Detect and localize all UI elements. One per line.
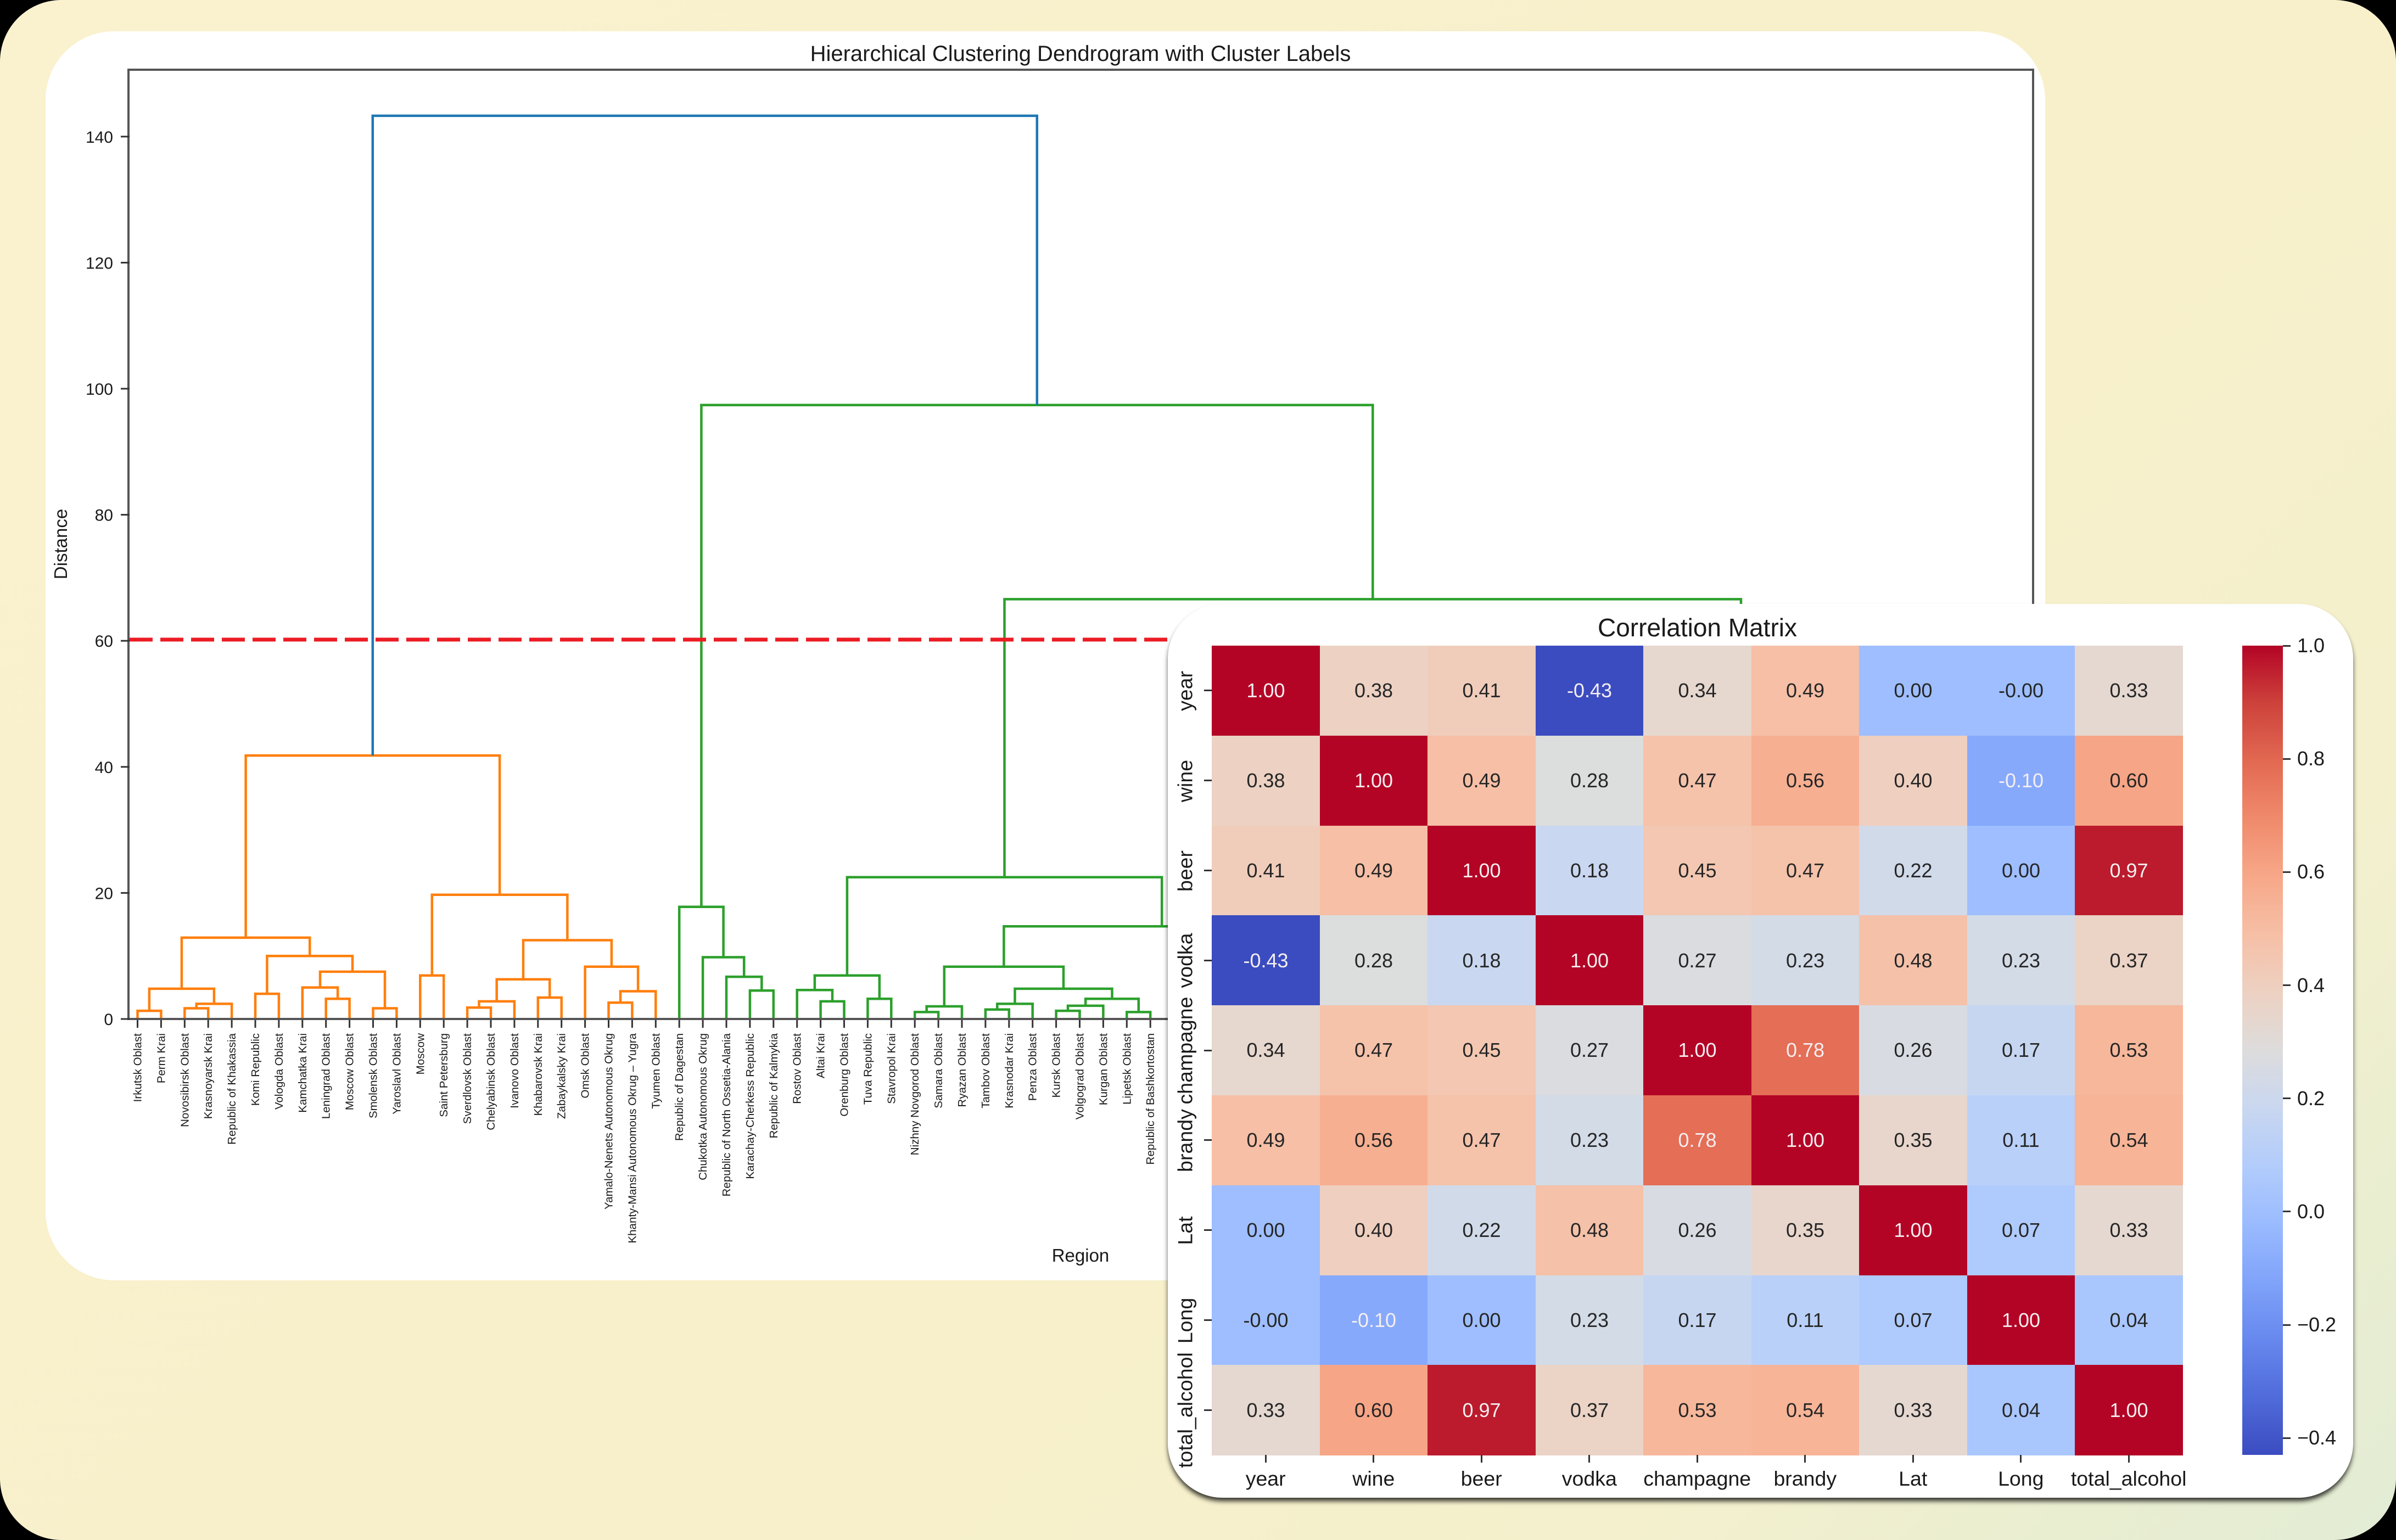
svg-text:Rostov Oblast: Rostov Oblast <box>791 1033 804 1104</box>
svg-text:Tuva Republic: Tuva Republic <box>861 1033 874 1105</box>
svg-text:Smolensk Oblast: Smolensk Oblast <box>367 1033 380 1118</box>
svg-text:Novosibirsk Oblast: Novosibirsk Oblast <box>178 1033 191 1127</box>
svg-text:Moscow Oblast: Moscow Oblast <box>344 1033 356 1110</box>
svg-text:Khanty-Mansi Autonomous Okrug: Khanty-Mansi Autonomous Okrug – Yugra <box>626 1033 639 1243</box>
svg-text:40: 40 <box>95 759 113 777</box>
svg-text:Republic of Bashkortostan: Republic of Bashkortostan <box>1144 1033 1157 1164</box>
svg-text:Vologda Oblast: Vologda Oblast <box>273 1033 285 1110</box>
svg-text:Tyumen Oblast: Tyumen Oblast <box>650 1033 662 1109</box>
svg-text:Republic of Khakassia: Republic of Khakassia <box>226 1033 238 1144</box>
svg-text:Hierarchical Clustering Dendro: Hierarchical Clustering Dendrogram with … <box>810 42 1351 66</box>
svg-text:Stavropol Krai: Stavropol Krai <box>885 1033 898 1104</box>
svg-text:Samara Oblast: Samara Oblast <box>932 1033 945 1108</box>
svg-text:0: 0 <box>104 1011 113 1029</box>
svg-text:Krasnodar Krai: Krasnodar Krai <box>1003 1033 1016 1108</box>
svg-text:80: 80 <box>95 507 113 525</box>
svg-text:Ivanovo Oblast: Ivanovo Oblast <box>508 1033 521 1108</box>
svg-text:Komi Republic: Komi Republic <box>249 1033 262 1106</box>
svg-text:Altai Krai: Altai Krai <box>815 1033 827 1078</box>
svg-text:Tambov Oblast: Tambov Oblast <box>979 1033 992 1108</box>
svg-text:Moscow: Moscow <box>414 1033 427 1074</box>
svg-text:Kamchatka Krai: Kamchatka Krai <box>296 1033 309 1113</box>
svg-text:Republic of North Ossetia-Alan: Republic of North Ossetia-Alania <box>720 1033 733 1196</box>
svg-text:Region: Region <box>1052 1245 1110 1265</box>
svg-text:100: 100 <box>86 380 113 399</box>
svg-text:Chelyabinsk Oblast: Chelyabinsk Oblast <box>485 1033 497 1130</box>
svg-text:Zabaykalsky Krai: Zabaykalsky Krai <box>556 1033 568 1119</box>
svg-text:20: 20 <box>95 884 113 903</box>
svg-text:Republic of Dagestan: Republic of Dagestan <box>673 1033 686 1141</box>
svg-text:Kurgan Oblast: Kurgan Oblast <box>1097 1033 1110 1105</box>
svg-text:Yaroslavl Oblast: Yaroslavl Oblast <box>390 1033 403 1115</box>
svg-text:Ryazan Oblast: Ryazan Oblast <box>956 1033 969 1107</box>
svg-text:Distance: Distance <box>51 509 71 579</box>
svg-text:120: 120 <box>86 254 113 272</box>
svg-text:Volgograd Oblast: Volgograd Oblast <box>1074 1033 1087 1120</box>
svg-text:Sverdlovsk Oblast: Sverdlovsk Oblast <box>461 1033 474 1124</box>
svg-text:Chukotka Autonomous Okrug: Chukotka Autonomous Okrug <box>697 1033 709 1180</box>
svg-text:Lipetsk Oblast: Lipetsk Oblast <box>1121 1033 1133 1105</box>
svg-text:140: 140 <box>86 128 113 147</box>
svg-text:Omsk Oblast: Omsk Oblast <box>579 1033 592 1099</box>
svg-text:Saint Petersburg: Saint Petersburg <box>438 1033 450 1117</box>
svg-text:Penza Oblast: Penza Oblast <box>1027 1033 1039 1101</box>
svg-text:Irkutsk Oblast: Irkutsk Oblast <box>132 1033 144 1102</box>
svg-text:Karachay-Cherkess Republic: Karachay-Cherkess Republic <box>744 1033 757 1179</box>
svg-text:Krasnoyarsk Krai: Krasnoyarsk Krai <box>202 1033 215 1119</box>
svg-text:Perm Krai: Perm Krai <box>155 1033 167 1083</box>
svg-text:Leningrad Oblast: Leningrad Oblast <box>320 1033 333 1119</box>
svg-text:60: 60 <box>95 632 113 651</box>
svg-text:Khabarovsk Krai: Khabarovsk Krai <box>532 1033 545 1116</box>
svg-text:Republic of Kalmykia: Republic of Kalmykia <box>768 1033 780 1138</box>
svg-text:Kursk Oblast: Kursk Oblast <box>1050 1033 1063 1098</box>
svg-text:Orenburg Oblast: Orenburg Oblast <box>838 1033 851 1117</box>
svg-text:Nizhny Novgorod Oblast: Nizhny Novgorod Oblast <box>909 1033 921 1155</box>
svg-text:Yamalo-Nenets Autonomous Okrug: Yamalo-Nenets Autonomous Okrug <box>603 1033 615 1209</box>
